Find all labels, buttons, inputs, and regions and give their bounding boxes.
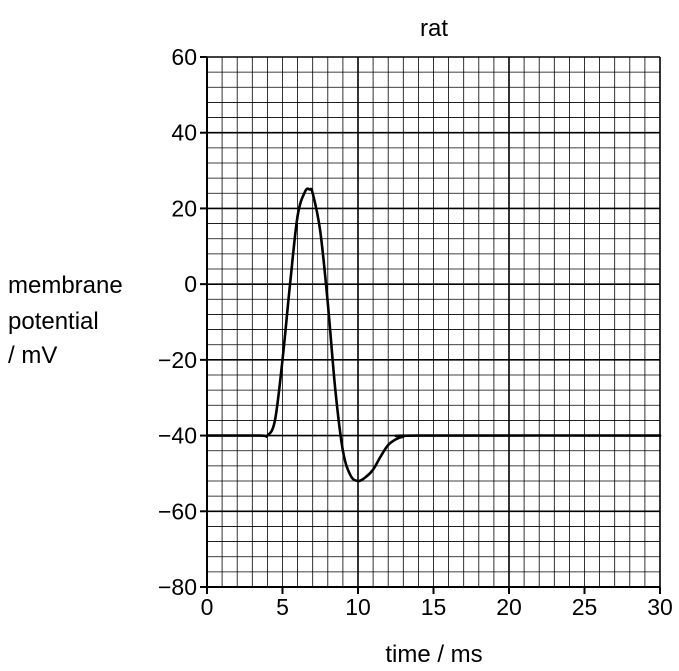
y-tick-label: −60 [158, 498, 197, 524]
chart-title: rat [420, 15, 448, 42]
x-tick-label: 25 [572, 594, 598, 620]
y-tick-label: 0 [184, 271, 197, 297]
action-potential-line [205, 187, 662, 483]
axes [201, 57, 660, 593]
x-axis-label: time / ms [385, 641, 482, 668]
y-tick-label: −80 [158, 574, 197, 600]
y-axis-label-line-3: / mV [8, 342, 58, 369]
y-tick-label: −20 [158, 347, 197, 373]
y-axis-label-line-2: potential [8, 308, 99, 335]
x-tick-label: 20 [496, 594, 522, 620]
series-layer [205, 187, 662, 483]
x-tick-label: 15 [421, 594, 447, 620]
y-tick-label: −40 [158, 423, 197, 449]
y-axis-label-line-1: membrane [8, 272, 123, 299]
y-tick-label: 40 [171, 120, 197, 146]
x-tick-label: 10 [345, 594, 371, 620]
x-tick-label: 0 [201, 594, 214, 620]
y-tick-label: 20 [171, 195, 197, 221]
x-tick-label: 30 [647, 594, 673, 620]
y-tick-labels: 60 40 20 0 −20 −40 −60 −80 [158, 44, 207, 600]
grid [206, 56, 661, 588]
x-tick-label: 5 [276, 594, 289, 620]
y-tick-label: 60 [171, 44, 197, 70]
x-tick-labels: 0 5 10 15 20 25 30 [201, 587, 673, 620]
